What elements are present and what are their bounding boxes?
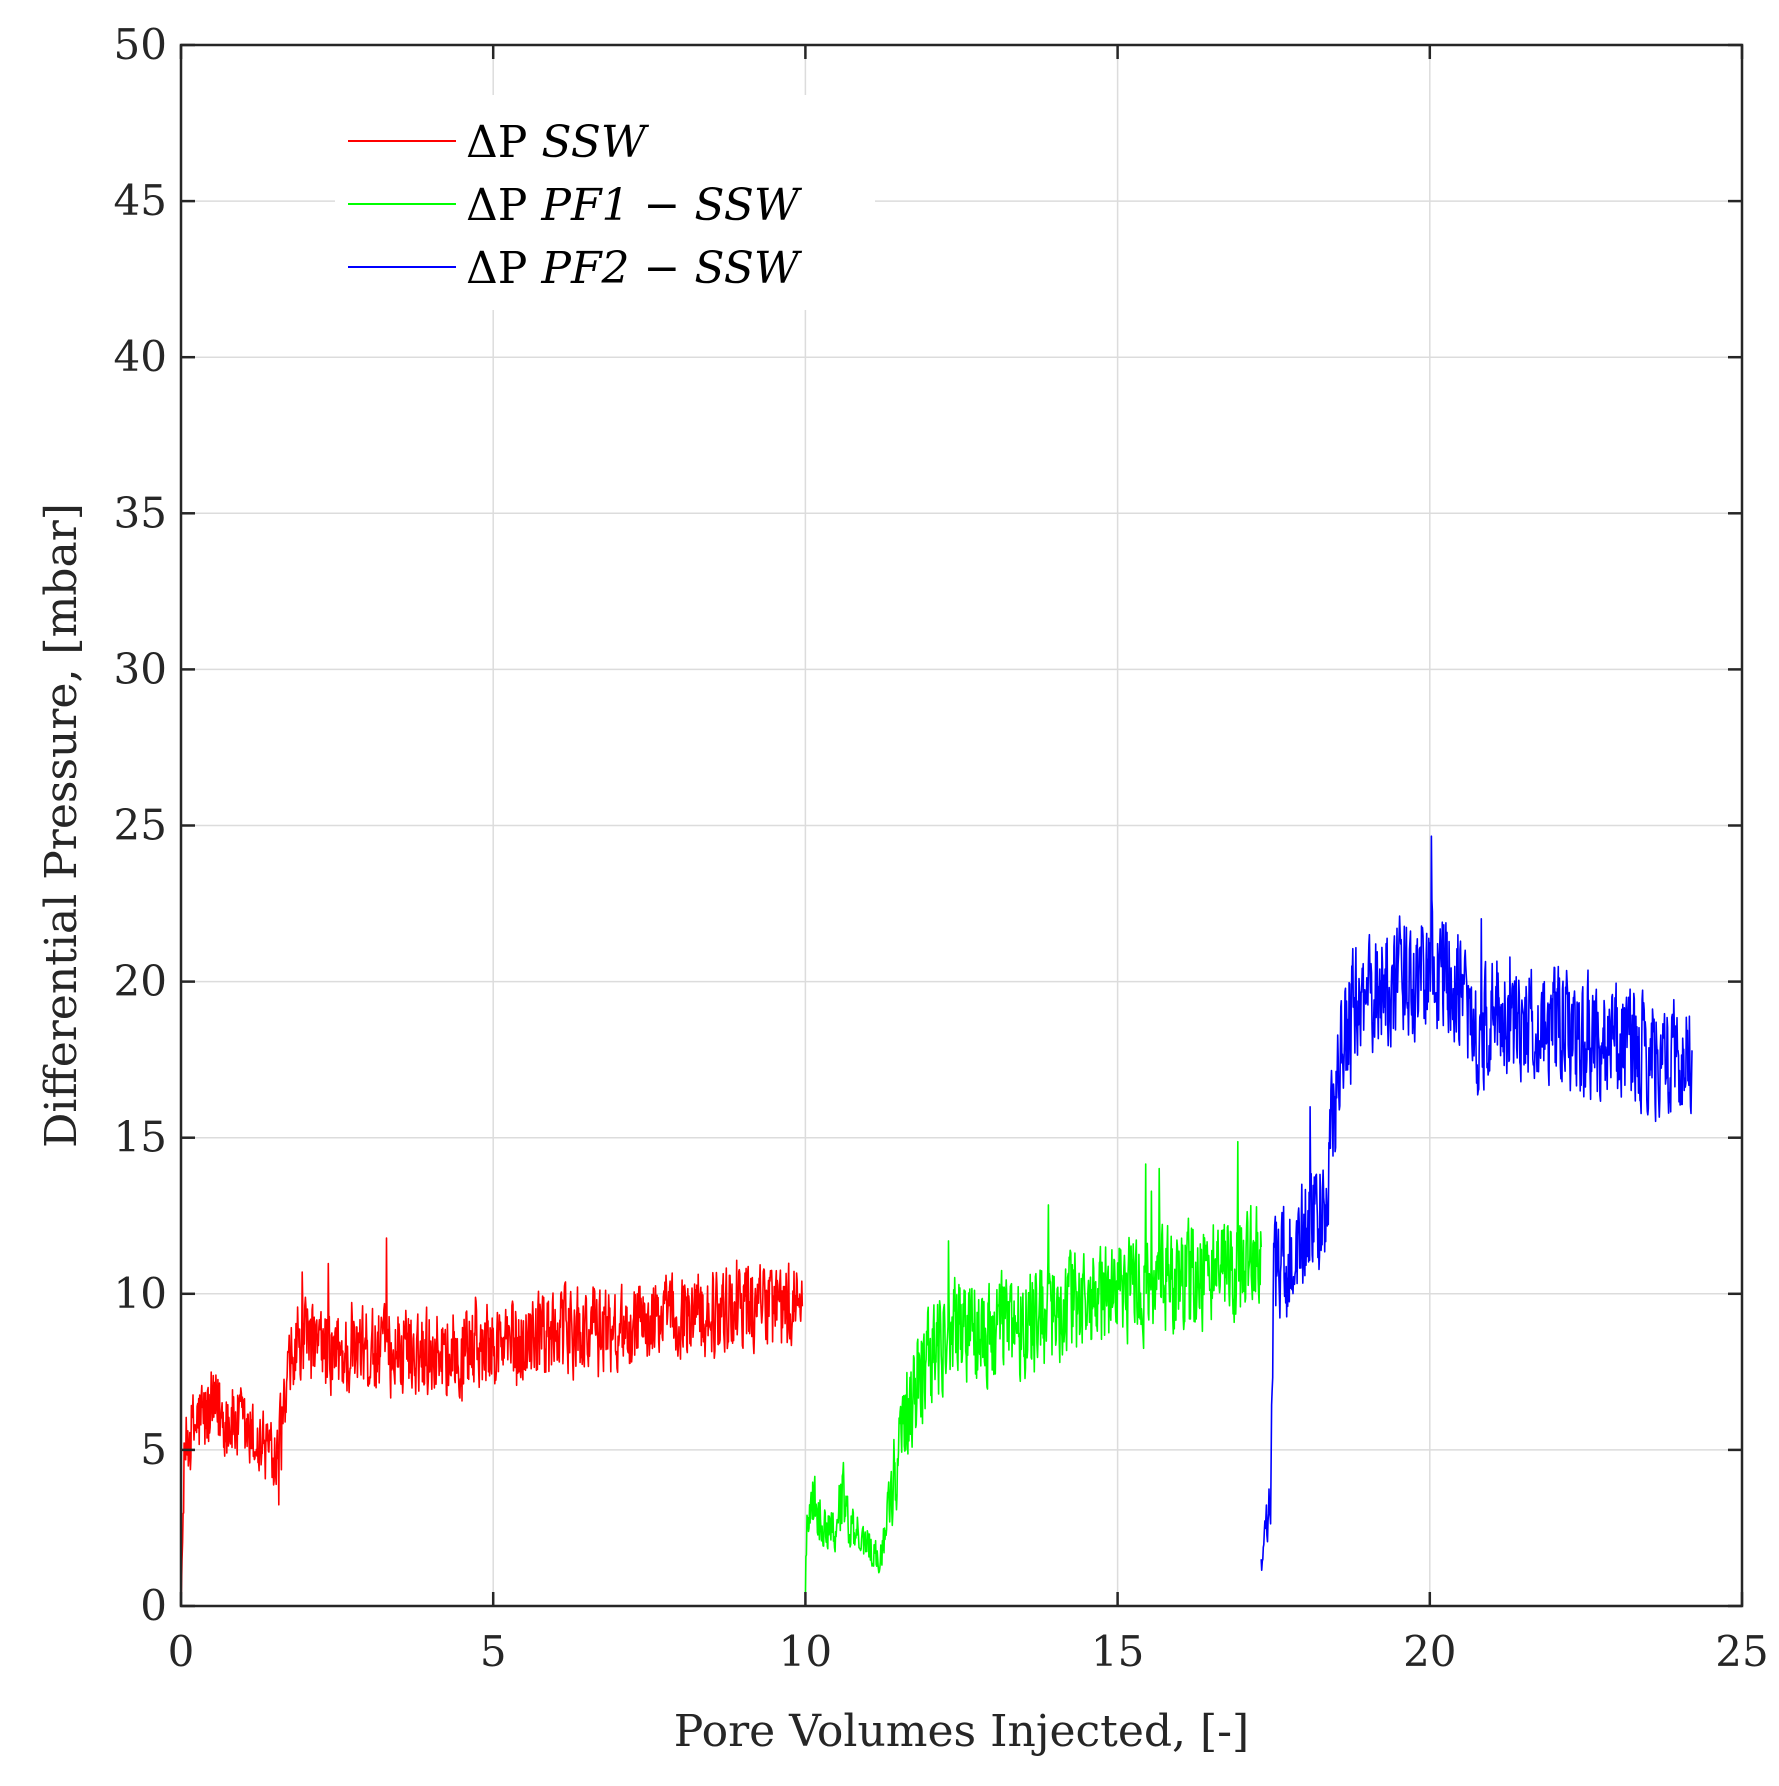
x-tick-label: 15 [1091,1627,1144,1676]
y-axis-label: Differential Pressure, [mbar] [36,503,87,1148]
y-tick-label: 45 [114,176,167,225]
series-line-2 [804,1140,1262,1600]
ticks: 0 5 10 15 20 25 0 5 10 15 20 25 30 35 40 45 50 [114,20,1769,1676]
x-tick-label: 5 [480,1627,507,1676]
y-tick-label: 10 [114,1269,167,1318]
x-tick-label: 20 [1403,1627,1456,1676]
y-tick-label: 30 [114,644,167,693]
x-axis-label: Pore Volumes Injected, [-] [674,1706,1249,1757]
series-line-3 [1260,835,1693,1571]
series-group [180,835,1693,1607]
legend-background [335,95,875,310]
y-tick-label: 5 [140,1425,167,1474]
y-tick-label: 20 [114,957,167,1006]
x-tick-label: 25 [1715,1627,1768,1676]
series-line-1 [180,1237,804,1607]
legend: ΔP SSW ΔP PF1 − SSW ΔP PF2 − SSW [335,95,875,310]
legend-entry: ΔP SSW [466,117,650,168]
y-tick-label: 50 [114,20,167,69]
y-tick-label: 35 [114,488,167,537]
legend-entry: ΔP PF2 − SSW [466,243,803,294]
x-tick-label: 10 [779,1627,832,1676]
y-tick-label: 0 [140,1581,167,1630]
y-tick-label: 15 [114,1113,167,1162]
x-tick-label: 0 [168,1627,195,1676]
legend-entry: ΔP PF1 − SSW [466,180,803,231]
y-tick-label: 25 [114,801,167,850]
y-tick-label: 40 [114,332,167,381]
